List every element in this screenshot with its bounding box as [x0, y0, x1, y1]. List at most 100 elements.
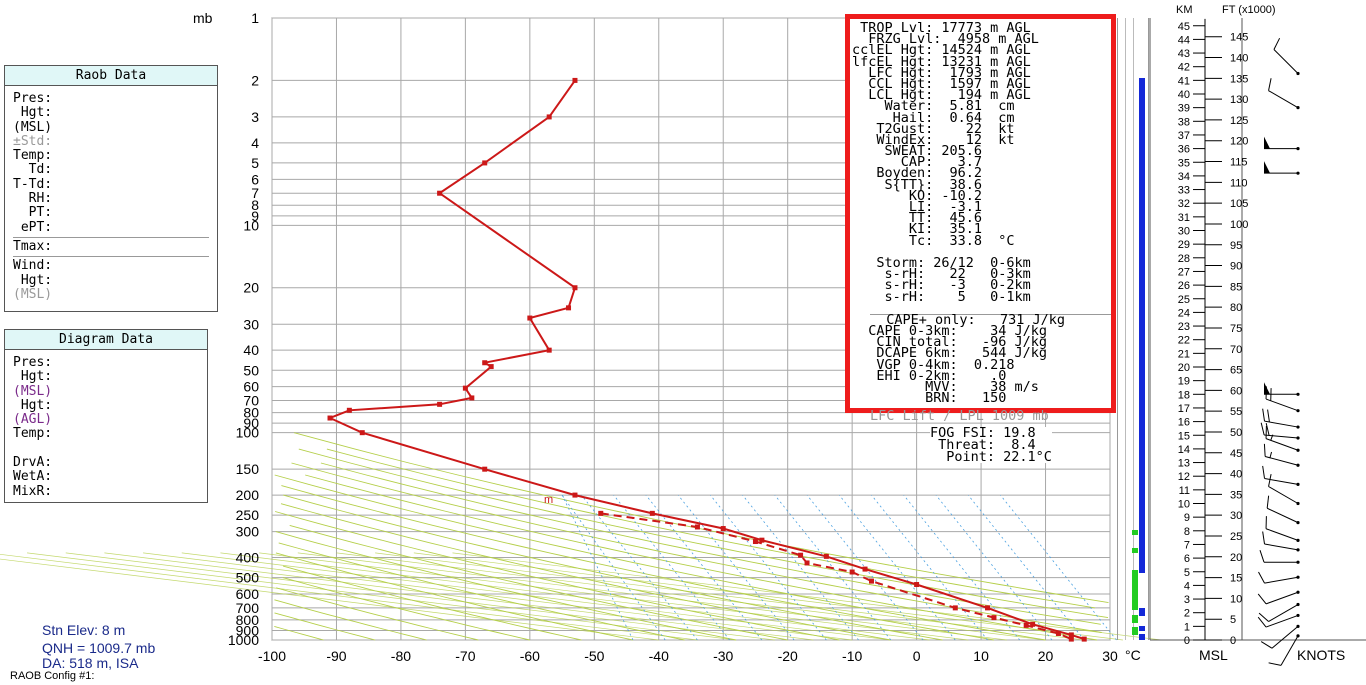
stability-indices-box: TROP Lvl: 17773 m AGL FRZG Lvl: 4958 m A…	[845, 14, 1116, 413]
y-tick-label: 40	[243, 342, 259, 358]
moist-adiabat	[104, 552, 814, 641]
data-point	[849, 569, 855, 575]
index-row: TROP Lvl: 17773 m AGL	[852, 20, 1031, 36]
dry-adiabat	[282, 565, 582, 641]
dry-adiabat	[282, 577, 530, 641]
fog-row: Threat: 8.4	[930, 437, 1036, 453]
data-point	[346, 407, 352, 413]
y-tick-label: 3	[251, 109, 259, 125]
mixing-ratio-line	[967, 494, 1085, 641]
data-point	[798, 552, 804, 558]
data-point	[759, 537, 765, 543]
y-tick-label: 2	[251, 72, 259, 88]
y-tick-label: 70	[243, 393, 259, 409]
x-unit-label: °C	[1125, 647, 1141, 663]
moist-adiabat	[0, 553, 698, 641]
index-row: KO: -10.2	[852, 187, 983, 204]
moisture-bar-green	[1132, 548, 1138, 553]
fog-row: FOG FSI: 19.8	[930, 425, 1036, 441]
data-point	[720, 526, 726, 532]
index-row: MVV: 38 m/s	[852, 379, 1039, 395]
diagram-data-panel: Diagram Data Pres: Hgt: (MSL) Hgt: (AGL)…	[4, 329, 208, 503]
index-row: s-rH: -3 0-2km	[852, 277, 1031, 294]
x-tick-label: 30	[1102, 648, 1118, 664]
index-row: Boyden: 96.2	[852, 165, 983, 182]
moist-adiabat	[375, 552, 1085, 641]
level-bar-frame	[1117, 18, 1149, 640]
mixing-ratio-line	[710, 494, 827, 641]
data-point	[598, 510, 604, 516]
fog-row: Point: 22.1°C	[930, 449, 1052, 465]
y-tick-label: 200	[236, 487, 260, 503]
data-point	[1030, 621, 1036, 627]
index-row: LCL Hgt: 194 m AGL	[852, 87, 1031, 104]
data-point	[572, 285, 578, 291]
index-row: T2Gust: 22 kt	[852, 120, 1015, 137]
data-point	[694, 524, 700, 530]
y-tick-label: 250	[236, 507, 260, 523]
raob-row: Temp:	[13, 148, 53, 164]
moist-adiabat	[181, 552, 891, 641]
y-tick-label: 700	[236, 600, 260, 616]
dry-adiabats	[0, 432, 1162, 641]
index-row: DCAPE 6km: 544 J/kg	[852, 345, 1048, 362]
mixing-ratio-line	[677, 494, 795, 641]
y-tick-label: 80	[243, 405, 259, 421]
x-tick-label: 0	[913, 648, 921, 664]
data-point	[566, 305, 572, 311]
data-point	[437, 401, 443, 407]
index-row: CIN total: -96 J/kg	[852, 334, 1048, 351]
x-tick-label: -100	[258, 648, 286, 664]
dry-adiabat	[283, 494, 943, 641]
dry-adiabat	[274, 612, 376, 641]
divider	[13, 256, 209, 258]
index-row: TT: 45.6	[852, 210, 983, 227]
y-tick-label: 600	[236, 586, 260, 602]
mixing-ratio-line	[935, 494, 1053, 641]
data-point	[527, 315, 533, 321]
raob-row: T-Td:	[13, 176, 53, 192]
mixing-ratio-line	[871, 494, 988, 641]
station-elevation: Stn Elev: 8 m	[42, 622, 126, 638]
pressure-unit-label: mb	[193, 10, 213, 26]
y-tick-label: 100	[236, 425, 260, 441]
data-point	[482, 360, 488, 366]
index-row: CCL Hgt: 1597 m AGL	[852, 75, 1031, 92]
dry-adiabat	[275, 531, 737, 641]
moisture-bar-green	[1132, 570, 1138, 610]
data-point	[868, 578, 874, 584]
cloud-bar-blue-low	[1139, 634, 1145, 640]
dry-adiabat	[274, 511, 840, 641]
moisture-bar-green	[1132, 615, 1138, 623]
x-tick-label: -30	[713, 648, 733, 664]
dry-adiabat	[274, 599, 427, 641]
data-point	[572, 492, 578, 498]
dry-adiabat	[320, 462, 1101, 625]
data-point	[469, 395, 475, 401]
diagram-row: Temp:	[13, 426, 53, 442]
y-tick-label: 300	[236, 524, 260, 540]
y-tick-label: 10	[243, 217, 259, 233]
x-tick-label: -20	[778, 648, 798, 664]
data-point	[1068, 632, 1074, 638]
y-tick-label: 50	[243, 362, 259, 378]
y-tick-label: 60	[243, 379, 259, 395]
mixing-ratio-line	[561, 494, 666, 641]
y-tick-label: 9	[251, 208, 259, 224]
diagram-row: WetA:	[13, 469, 53, 485]
dry-adiabat	[281, 485, 995, 641]
data-point	[462, 385, 468, 391]
raob-row: ±Std:	[13, 133, 53, 149]
mixing-ratio-line	[742, 494, 859, 641]
data-point	[985, 605, 991, 611]
diagram-row: (AGL)	[13, 412, 53, 428]
dry-adiabat	[276, 587, 479, 641]
data-point	[437, 190, 443, 196]
x-tick-label: -80	[391, 648, 411, 664]
data-point	[1023, 622, 1029, 628]
index-row: VGP 0-4km: 0.218	[852, 356, 1015, 373]
index-row: lfcEL Hgt: 13231 m AGL	[852, 53, 1031, 70]
temperature-profiles	[327, 77, 1087, 642]
moist-adiabat	[336, 552, 1046, 641]
